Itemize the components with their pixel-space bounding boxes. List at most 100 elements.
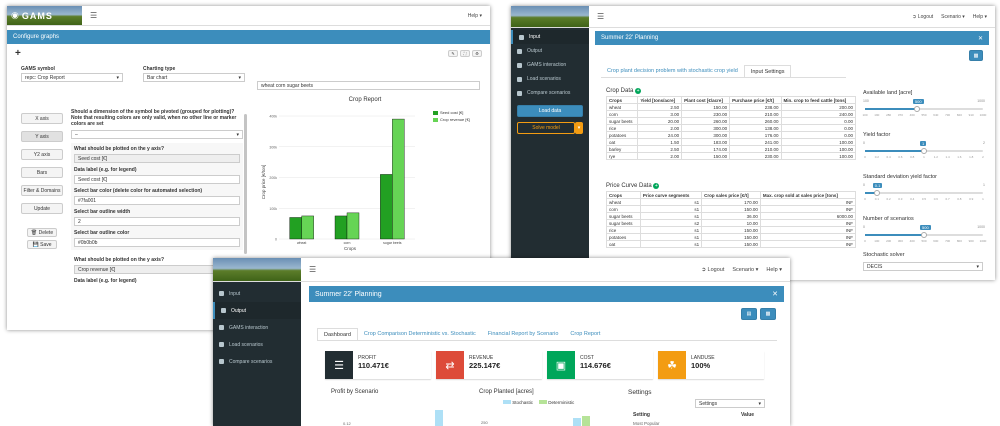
table-cell[interactable]: 0.00 [780, 131, 857, 139]
output-chart-button[interactable]: ▩ [760, 308, 776, 320]
plot-y-select[interactable]: Seed cost [€] [74, 154, 240, 163]
table-cell[interactable]: rice [605, 124, 639, 132]
filter-domains-button[interactable]: Filter & Domains [21, 185, 63, 196]
table-cell[interactable]: 174.00 [681, 145, 731, 153]
table-cell[interactable]: 1.50 [637, 138, 683, 146]
table-cell[interactable]: 260.00 [729, 117, 782, 125]
table-cell[interactable]: 150.00 [701, 233, 761, 241]
toolbar-edit-icon[interactable]: ✎ [448, 50, 458, 57]
column-header[interactable]: Crops [605, 96, 639, 104]
table-cell[interactable]: 240.00 [780, 110, 857, 118]
update-button[interactable]: Update [21, 203, 63, 214]
output-sidebar-item-input[interactable]: Input [213, 285, 301, 302]
table-cell[interactable]: 6000.00 [759, 212, 857, 220]
table-cell[interactable]: sugar beets [605, 117, 639, 125]
sidebar-item-output[interactable]: Output [511, 44, 589, 58]
table-cell[interactable]: INF [759, 226, 857, 234]
input-help-menu[interactable]: Help ▾ [972, 13, 987, 20]
table-cell[interactable]: 10.00 [701, 219, 761, 227]
options-scrollbar[interactable] [244, 114, 247, 254]
price-row[interactable]: corn s1 150.00 INF [606, 205, 857, 213]
column-header[interactable]: Purchase price [€/t] [729, 96, 782, 104]
table-cell[interactable]: 24.00 [637, 131, 683, 139]
load-data-button[interactable]: Load data [517, 105, 583, 117]
table-cell[interactable]: 300.00 [681, 124, 731, 132]
table-cell[interactable]: sugar beets [606, 219, 641, 227]
table-cell[interactable]: INF [759, 219, 857, 227]
table-cell[interactable]: barley [605, 145, 639, 153]
crop-row[interactable]: oat 1.50 183.00 241.00 100.00 [605, 138, 857, 146]
crop-row[interactable]: rice 2.00 300.00 138.00 0.00 [605, 124, 857, 132]
add-price-row-icon[interactable]: + [653, 183, 660, 189]
price-row[interactable]: rice s1 150.00 INF [606, 226, 857, 234]
bars-button[interactable]: Bars [21, 167, 63, 178]
column-header[interactable]: Price curve segments [639, 191, 703, 199]
table-cell[interactable]: rye [605, 152, 639, 160]
table-cell[interactable]: 138.00 [729, 124, 782, 132]
price-curve-table[interactable]: Crops Price curve segments Crop sales pric… [606, 191, 857, 248]
chart-title-input[interactable]: wheat corn sugar beets [257, 81, 480, 90]
table-cell[interactable]: oat [605, 138, 639, 146]
price-row[interactable]: sugar beets s2 10.00 INF [606, 219, 857, 227]
slider-handle[interactable] [921, 232, 927, 238]
tab-input-settings[interactable]: Input Settings [743, 65, 792, 77]
table-cell[interactable]: 183.00 [681, 138, 731, 146]
table-cell[interactable]: 230.00 [681, 110, 731, 118]
table-cell[interactable]: oat [606, 240, 641, 248]
output-sidebar-item-gams-interaction[interactable]: GAMS interaction [213, 319, 301, 336]
column-header[interactable]: Max. crop sold at sales price [tons] [759, 191, 857, 199]
tab-crop-comparison[interactable]: Crop Comparison Deterministic vs. Stocha… [363, 331, 476, 337]
crop-row[interactable]: wheat 2.50 150.00 238.00 200.00 [605, 103, 857, 111]
crop-data-table[interactable]: Crops Yield [tons/acre] Plant cost [€/acre… [605, 96, 857, 160]
slider-handle[interactable] [873, 190, 880, 196]
table-cell[interactable]: 241.00 [729, 138, 782, 146]
tab-crop-report[interactable]: Crop Report [570, 331, 601, 337]
input-logout-button[interactable]: ➲ Logout [912, 13, 934, 20]
slider-track[interactable] [865, 108, 983, 110]
menu-toggle-icon[interactable]: ☰ [90, 11, 98, 20]
data-label-input[interactable]: Seed cost [€] [74, 175, 240, 184]
input-save-button[interactable]: ▩ [969, 50, 983, 61]
table-cell[interactable]: 0.00 [780, 117, 857, 125]
column-header[interactable]: Crop sales price [€/t] [701, 191, 761, 199]
table-cell[interactable]: wheat [605, 103, 639, 111]
table-cell[interactable]: 0.00 [780, 124, 857, 132]
table-cell[interactable]: 150.00 [701, 240, 761, 248]
sidebar-item-compare-scenarios[interactable]: Compare scenarios [511, 86, 589, 100]
table-cell[interactable]: sugar beets [606, 212, 641, 220]
table-cell[interactable]: 100.00 [780, 152, 857, 160]
table-cell[interactable]: 2.00 [637, 152, 683, 160]
price-row[interactable]: wheat s1 170.00 INF [606, 198, 857, 206]
output-help-menu[interactable]: Help ▾ [766, 266, 782, 273]
output-scenario-menu[interactable]: Scenario ▾ [732, 266, 759, 273]
table-cell[interactable]: corn [606, 205, 641, 213]
output-close-icon[interactable]: ✕ [772, 291, 778, 298]
toolbar-settings-icon[interactable]: ⚙ [472, 50, 482, 57]
price-row[interactable]: sugar beets s1 36.00 6000.00 [606, 212, 857, 220]
table-cell[interactable]: INF [759, 205, 857, 213]
table-cell[interactable]: s2 [639, 219, 703, 227]
table-cell[interactable]: 230.00 [729, 152, 782, 160]
gams-symbol-select[interactable]: repc: Crop Report ▾ [21, 73, 123, 82]
table-cell[interactable]: s1 [639, 226, 703, 234]
table-cell[interactable]: 170.00 [701, 198, 761, 206]
table-cell[interactable]: INF [759, 240, 857, 248]
table-cell[interactable]: 238.00 [729, 103, 782, 111]
input-scenario-menu[interactable]: Scenario ▾ [941, 13, 965, 20]
stochastic-solver-select[interactable]: DECIS ▾ [863, 262, 983, 271]
outline-color-input[interactable]: #0b0b0b [74, 238, 240, 247]
input-close-icon[interactable]: ✕ [977, 35, 983, 42]
table-cell[interactable]: 100.00 [780, 138, 857, 146]
slider-handle[interactable] [921, 148, 927, 154]
x-axis-button[interactable]: X axis [21, 113, 63, 124]
table-cell[interactable]: 150.00 [701, 226, 761, 234]
output-sidebar-item-compare-scenarios[interactable]: Compare scenarios [213, 353, 301, 370]
table-cell[interactable]: 176.00 [729, 131, 782, 139]
tab-financial-report[interactable]: Financial Report by Scenario [487, 331, 559, 337]
table-cell[interactable]: 150.00 [681, 152, 731, 160]
price-row[interactable]: oat s1 150.00 INF [606, 240, 857, 248]
output-folder-button[interactable]: ▤ [741, 308, 757, 320]
add-crop-row-icon[interactable]: + [635, 88, 642, 94]
table-cell[interactable]: potatoes [605, 131, 639, 139]
table-cell[interactable]: 150.00 [701, 205, 761, 213]
